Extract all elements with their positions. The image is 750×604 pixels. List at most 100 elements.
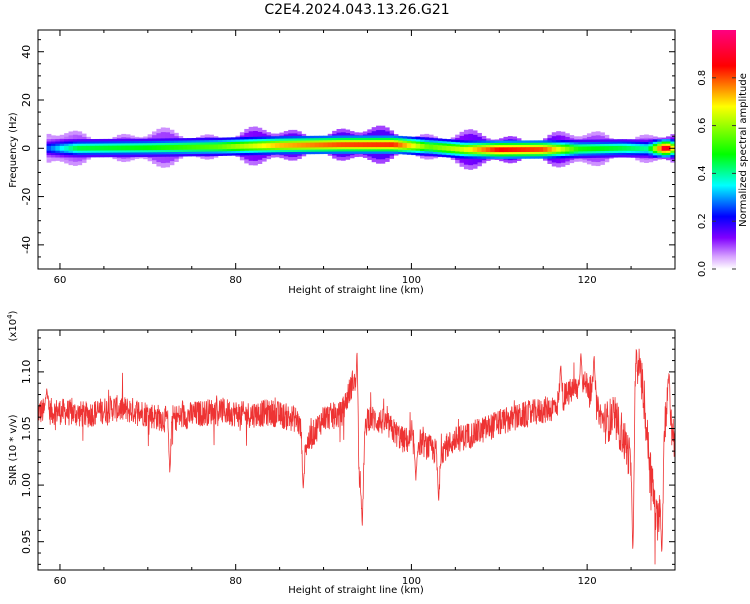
ridge-cell xyxy=(639,146,645,152)
ridge-cell xyxy=(477,147,482,153)
ridge-cell xyxy=(165,145,170,150)
snr-x-tick-label: 80 xyxy=(229,576,242,587)
ridge-cell xyxy=(108,145,113,151)
ridge-cell xyxy=(591,146,597,152)
ridge-cell xyxy=(68,145,74,151)
ridge-cell xyxy=(371,142,377,148)
ridge-cell xyxy=(160,145,166,151)
spectrogram-y-axis-label: Frequency (Hz) xyxy=(8,112,19,188)
colorbar-tick-label: 0.0 xyxy=(697,261,708,277)
ridge-cell xyxy=(182,144,188,150)
ridge-cell xyxy=(50,145,56,151)
ridge-cell xyxy=(231,144,236,149)
ridge-cell xyxy=(490,147,496,153)
ridge-cell xyxy=(239,143,245,149)
spectrogram-y-tick-label: 0 xyxy=(20,145,33,152)
ridge-cell xyxy=(94,145,100,151)
ridge-cell xyxy=(384,142,390,148)
ridge-cell xyxy=(551,146,557,152)
ridge-cell xyxy=(420,144,425,149)
ridge-cell xyxy=(178,144,184,150)
ridge-cell xyxy=(630,146,636,151)
ridge-cell xyxy=(578,146,583,152)
ridge-cell xyxy=(90,145,96,151)
ridge-cell xyxy=(441,145,447,151)
ridge-cell xyxy=(336,142,342,148)
ridge-cell xyxy=(534,147,540,152)
ridge-cell xyxy=(204,144,210,150)
spectrogram-panel: 60 80 100 120 -40 -20 0 20 40 Height of straight… xyxy=(8,29,676,296)
ridge-cell xyxy=(406,143,412,149)
ridge-cell xyxy=(138,145,144,151)
ridge-cell xyxy=(217,144,223,150)
spectrogram-y-tick-label: 20 xyxy=(20,93,33,107)
ridge-cell xyxy=(46,145,52,151)
snr-y-tick-label: 1.00 xyxy=(20,473,33,498)
ridge-cell xyxy=(666,145,671,151)
colorbar-tick-label: 0.2 xyxy=(697,213,708,229)
ridge-cell xyxy=(77,145,83,151)
spectrogram-x-axis-label: Height of straight line (km) xyxy=(288,285,424,296)
ridge-cell xyxy=(503,147,509,153)
ridge-cell xyxy=(499,147,504,153)
ridge-cell xyxy=(314,142,320,148)
spectrogram-y-tick-label: -20 xyxy=(20,188,33,206)
snr-x-tick-label: 120 xyxy=(578,576,597,587)
ridge-cell xyxy=(512,147,518,153)
ridge-cell xyxy=(143,145,149,151)
ridge-cell xyxy=(380,142,386,148)
spectrogram-frame xyxy=(37,29,676,270)
ridge-cell xyxy=(648,146,654,152)
snr-y-tick-label: 1.05 xyxy=(20,416,33,441)
snr-series-line xyxy=(38,348,675,565)
ridge-cell xyxy=(156,145,162,151)
ridge-cell xyxy=(459,146,465,152)
ridge-cell xyxy=(354,142,359,148)
ridge-cell xyxy=(608,146,614,151)
ridge-cell xyxy=(455,146,460,152)
ridge-cell xyxy=(152,145,157,151)
ridge-cell xyxy=(376,142,381,148)
ridge-cell xyxy=(195,144,201,150)
ridge-cell xyxy=(310,142,315,148)
ridge-cell xyxy=(538,147,544,152)
ridge-cell xyxy=(415,143,421,149)
ridge-cell xyxy=(604,146,610,151)
colorbar-tick-label: 0.6 xyxy=(697,118,708,134)
ridge-cell xyxy=(187,144,192,150)
ridge-cell xyxy=(433,144,438,150)
ridge-cell xyxy=(437,145,443,151)
ridge-cell xyxy=(318,142,324,148)
ridge-cell xyxy=(525,147,531,152)
ridge-cell xyxy=(86,145,91,151)
ridge-cell xyxy=(472,147,478,152)
snr-y-tick-label: 1.10 xyxy=(20,360,33,385)
figure-title: C2E4.2024.043.13.26.G21 xyxy=(264,2,449,18)
colorbar-gradient xyxy=(712,30,736,269)
ridge-cell xyxy=(130,145,135,151)
snr-x-tick-label: 60 xyxy=(54,576,67,587)
ridge-cell xyxy=(323,142,329,148)
ridge-cell xyxy=(209,144,214,150)
spectrogram-x-tick-label: 60 xyxy=(54,275,67,286)
ridge-cell xyxy=(340,142,346,148)
ridge-cell xyxy=(253,143,258,149)
ridge-cell xyxy=(463,147,469,152)
ridge-cell xyxy=(296,142,302,148)
ridge-cell xyxy=(547,146,553,152)
ridge-cell xyxy=(622,145,627,151)
ridge-cell xyxy=(595,146,601,152)
spectrogram-y-tick-label: 40 xyxy=(20,45,33,59)
ridge-cell xyxy=(349,142,355,148)
snr-y-tick-label: 0.95 xyxy=(20,529,33,554)
ridge-cell xyxy=(261,143,267,149)
ridge-cell xyxy=(543,147,548,152)
ridge-cell xyxy=(507,147,513,153)
ridge-cell xyxy=(600,146,605,152)
ridge-cell xyxy=(213,144,219,150)
ridge-cell xyxy=(257,143,263,149)
ridge-cell xyxy=(292,142,298,148)
snr-panel: 60 80 100 120 0.95 1.00 1.05 1.10 Height of str… xyxy=(6,310,676,596)
